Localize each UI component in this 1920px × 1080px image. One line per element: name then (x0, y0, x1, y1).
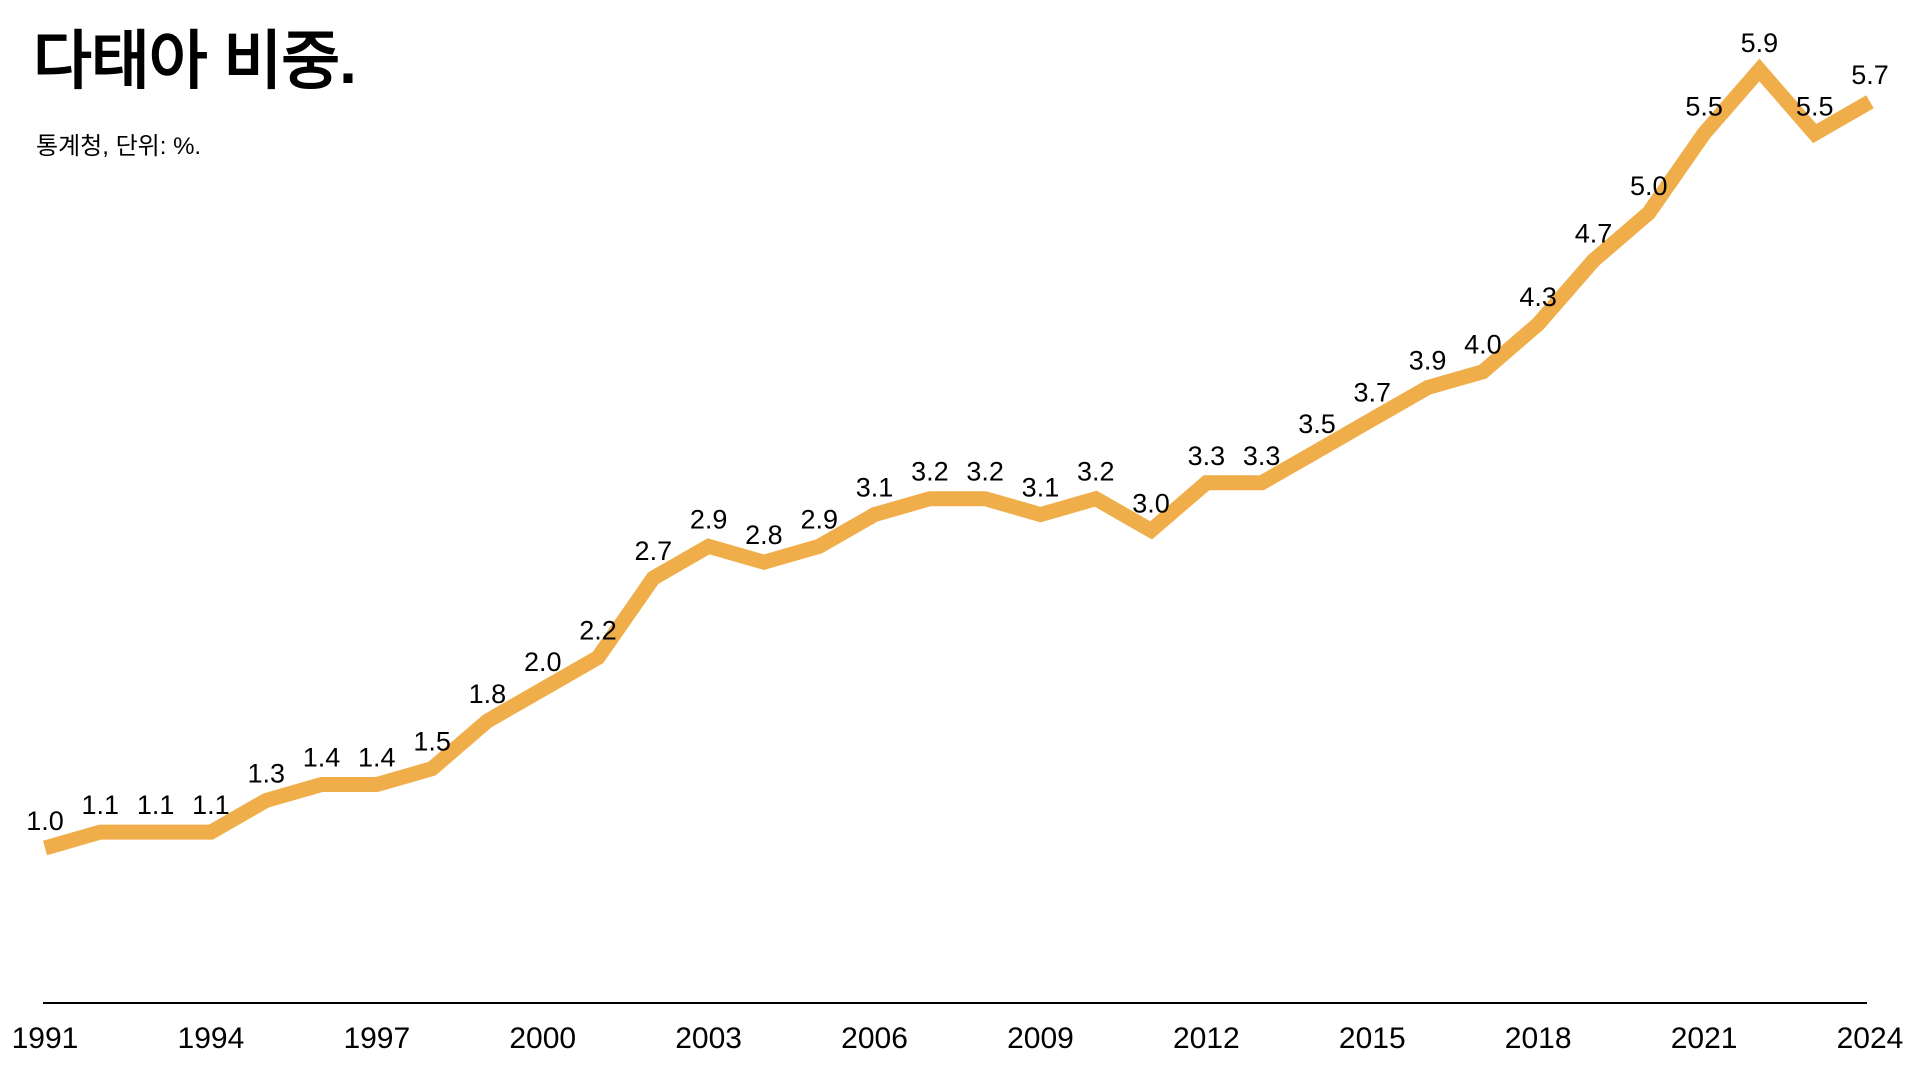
data-point-label: 3.7 (1353, 377, 1391, 407)
x-axis-tick-label: 2009 (1007, 1022, 1074, 1055)
data-point-label: 1.4 (358, 742, 396, 772)
x-axis-tick-label: 1991 (12, 1022, 79, 1055)
data-point-label: 3.5 (1298, 409, 1336, 439)
data-point-label: 1.4 (303, 742, 341, 772)
x-axis-tick-label: 1994 (178, 1022, 245, 1055)
data-point-label: 3.2 (1077, 457, 1115, 487)
data-point-label: 3.2 (911, 457, 949, 487)
x-axis-tick-label: 2024 (1837, 1022, 1904, 1055)
data-point-label: 3.1 (1022, 473, 1060, 503)
data-point-label: 3.2 (966, 457, 1004, 487)
data-point-label: 5.0 (1630, 171, 1668, 201)
x-axis-tick-label: 2018 (1505, 1022, 1572, 1055)
data-point-label: 3.1 (856, 473, 894, 503)
data-point-label: 3.9 (1409, 346, 1447, 376)
data-point-label: 1.0 (26, 806, 64, 836)
x-axis-tick-label: 2000 (509, 1022, 576, 1055)
data-point-label: 3.3 (1243, 441, 1281, 471)
data-point-label: 5.7 (1851, 60, 1889, 90)
data-point-label: 4.7 (1575, 219, 1613, 249)
data-point-label: 4.0 (1464, 330, 1502, 360)
data-point-label: 1.8 (469, 679, 507, 709)
x-axis-tick-label: 2015 (1339, 1022, 1406, 1055)
x-axis-tick-label: 2003 (675, 1022, 742, 1055)
chart-title: 다태아 비중. (33, 25, 357, 97)
data-point-label: 2.9 (690, 504, 728, 534)
data-point-label: 1.1 (192, 790, 230, 820)
data-point-label: 2.7 (635, 536, 673, 566)
x-axis-tick-label: 2006 (841, 1022, 908, 1055)
chart-source-note: 통계청, 단위: %. (36, 133, 202, 160)
data-point-label: 2.9 (800, 504, 838, 534)
x-axis-tick-label: 2021 (1671, 1022, 1738, 1055)
data-point-label: 5.5 (1685, 92, 1723, 122)
data-point-label: 1.3 (247, 758, 285, 788)
data-point-label: 5.9 (1741, 28, 1779, 58)
data-point-label: 1.5 (413, 727, 451, 757)
data-point-label: 3.0 (1132, 488, 1170, 518)
data-line (42, 58, 1874, 856)
x-axis-tick-label: 2012 (1173, 1022, 1240, 1055)
data-point-label: 1.1 (82, 790, 120, 820)
x-axis-tick-label: 1997 (343, 1022, 410, 1055)
data-point-label: 5.5 (1796, 92, 1834, 122)
data-point-label: 2.0 (524, 647, 562, 677)
data-point-label: 3.3 (1188, 441, 1226, 471)
data-point-label: 2.8 (745, 520, 783, 550)
data-point-label: 1.1 (137, 790, 175, 820)
data-point-label: 4.3 (1519, 282, 1557, 312)
data-point-label: 2.2 (579, 615, 617, 645)
